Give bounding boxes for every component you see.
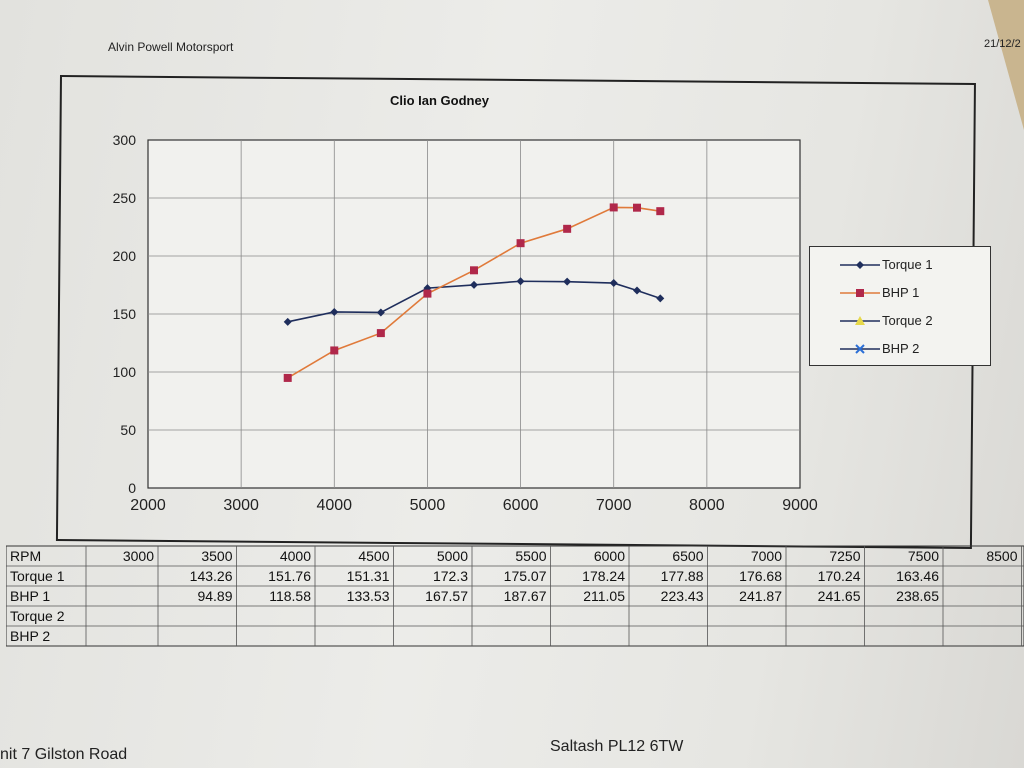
table-cell: 178.24 bbox=[582, 568, 625, 584]
table-cell: 6500 bbox=[672, 548, 703, 564]
table-cell: 175.07 bbox=[504, 568, 547, 584]
table-cell: 3500 bbox=[201, 548, 232, 564]
legend-item-bhp-1: BHP 1 bbox=[810, 281, 990, 305]
table-cell: 167.57 bbox=[425, 588, 468, 604]
data-table: RPM Torque 1 BHP 1 Torque 2 BHP 2 3000 3500 400… bbox=[6, 545, 1024, 647]
data-point-square bbox=[563, 224, 572, 233]
table-cell: 176.68 bbox=[739, 568, 782, 584]
data-point-square bbox=[609, 203, 618, 212]
table-cell: 143.26 bbox=[190, 568, 233, 584]
table-cell: 241.65 bbox=[818, 588, 861, 604]
y-tick-label: 300 bbox=[113, 132, 137, 148]
data-point-square bbox=[470, 266, 478, 275]
data-point-square bbox=[633, 203, 641, 212]
data-point-diamond bbox=[470, 280, 478, 289]
table-row-label: BHP 1 bbox=[10, 588, 50, 604]
data-point-diamond bbox=[283, 317, 292, 326]
data-point-square bbox=[516, 239, 525, 248]
legend-marker-x-icon bbox=[840, 344, 880, 354]
table-cell: 238.65 bbox=[896, 588, 939, 604]
legend-label: BHP 1 bbox=[882, 285, 920, 300]
series-line-2 bbox=[287, 206, 661, 379]
legend-label: BHP 2 bbox=[882, 341, 920, 356]
legend-item-torque-2: Torque 2 bbox=[810, 309, 990, 333]
data-point-square bbox=[376, 329, 385, 338]
table-cell: 211.05 bbox=[583, 588, 625, 604]
table-cell: 7500 bbox=[908, 548, 939, 564]
table-cell: 172.3 bbox=[433, 568, 468, 584]
x-tick-label: 3000 bbox=[223, 497, 259, 514]
data-point-square bbox=[656, 207, 665, 216]
x-tick-label: 4000 bbox=[316, 497, 352, 514]
table-cell: 187.67 bbox=[504, 588, 547, 604]
legend-marker-square-icon bbox=[840, 289, 880, 297]
legend: Torque 1 BHP 1 Torque 2 BHP 2 bbox=[809, 246, 991, 366]
legend-item-bhp-2: BHP 2 bbox=[810, 337, 990, 361]
table-cell: 5000 bbox=[437, 548, 468, 564]
x-tick-label: 2000 bbox=[130, 497, 166, 514]
data-point-diamond bbox=[633, 286, 641, 295]
legend-item-torque-1: Torque 1 bbox=[810, 253, 990, 277]
x-tick-label: 6000 bbox=[503, 497, 539, 514]
legend-marker-diamond-icon bbox=[840, 261, 880, 269]
x-tick-label: 8000 bbox=[689, 497, 725, 514]
table-row-label: RPM bbox=[10, 548, 41, 564]
table-cell: 4500 bbox=[358, 548, 389, 564]
table-cell: 5500 bbox=[515, 548, 546, 564]
data-point-square bbox=[283, 373, 292, 382]
table-cell: 7000 bbox=[751, 548, 782, 564]
table-cell: 170.24 bbox=[818, 568, 861, 584]
table-row-label: Torque 1 bbox=[10, 568, 65, 584]
table-row-label: Torque 2 bbox=[10, 608, 65, 624]
data-point-diamond bbox=[609, 279, 618, 288]
data-point-diamond bbox=[656, 294, 665, 303]
legend-marker-triangle-icon bbox=[840, 316, 880, 325]
y-tick-label: 200 bbox=[113, 248, 137, 264]
data-point-diamond bbox=[516, 277, 525, 286]
y-tick-label: 100 bbox=[113, 364, 137, 380]
series-line-1 bbox=[287, 280, 661, 323]
data-point-square bbox=[330, 346, 339, 355]
table-cell: 3000 bbox=[123, 548, 154, 564]
y-tick-label: 250 bbox=[113, 190, 137, 206]
table-cell: 8500 bbox=[986, 548, 1017, 564]
y-tick-label: 150 bbox=[113, 306, 137, 322]
print-date: 21/12/2 bbox=[984, 38, 1021, 50]
table-border bbox=[6, 545, 1024, 647]
y-tick-label: 50 bbox=[120, 422, 136, 438]
x-tick-label: 9000 bbox=[782, 497, 818, 514]
table-cell: 151.31 bbox=[347, 568, 390, 584]
table-cell: 133.53 bbox=[347, 588, 390, 604]
legend-label: Torque 1 bbox=[882, 257, 933, 272]
data-point-diamond bbox=[563, 277, 572, 286]
chart-title: Clio Ian Godney bbox=[390, 93, 489, 108]
table-cell: 163.46 bbox=[896, 568, 939, 584]
table-cell: 6000 bbox=[594, 548, 625, 564]
table-cell: 7250 bbox=[829, 548, 860, 564]
data-point-diamond bbox=[376, 308, 385, 317]
table-row-label: BHP 2 bbox=[10, 628, 50, 644]
table-cell: 94.89 bbox=[197, 588, 232, 604]
table-cell: 223.43 bbox=[661, 588, 704, 604]
x-tick-label: 5000 bbox=[410, 497, 446, 514]
table-cell: 241.87 bbox=[739, 588, 782, 604]
data-point-square bbox=[423, 289, 432, 298]
table-cell: 151.76 bbox=[268, 568, 311, 584]
x-tick-label: 7000 bbox=[596, 497, 632, 514]
company-name: Alvin Powell Motorsport bbox=[108, 40, 234, 54]
y-tick-label: 0 bbox=[128, 480, 136, 496]
legend-label: Torque 2 bbox=[882, 313, 933, 328]
table-cell: 177.88 bbox=[661, 568, 704, 584]
table-cell: 118.58 bbox=[269, 588, 311, 604]
footer-address-mid: Saltash PL12 6TW bbox=[550, 738, 684, 755]
table-cell: 4000 bbox=[280, 548, 311, 564]
footer-address-left: nit 7 Gilston Road bbox=[0, 746, 128, 763]
data-point-diamond bbox=[330, 307, 339, 316]
